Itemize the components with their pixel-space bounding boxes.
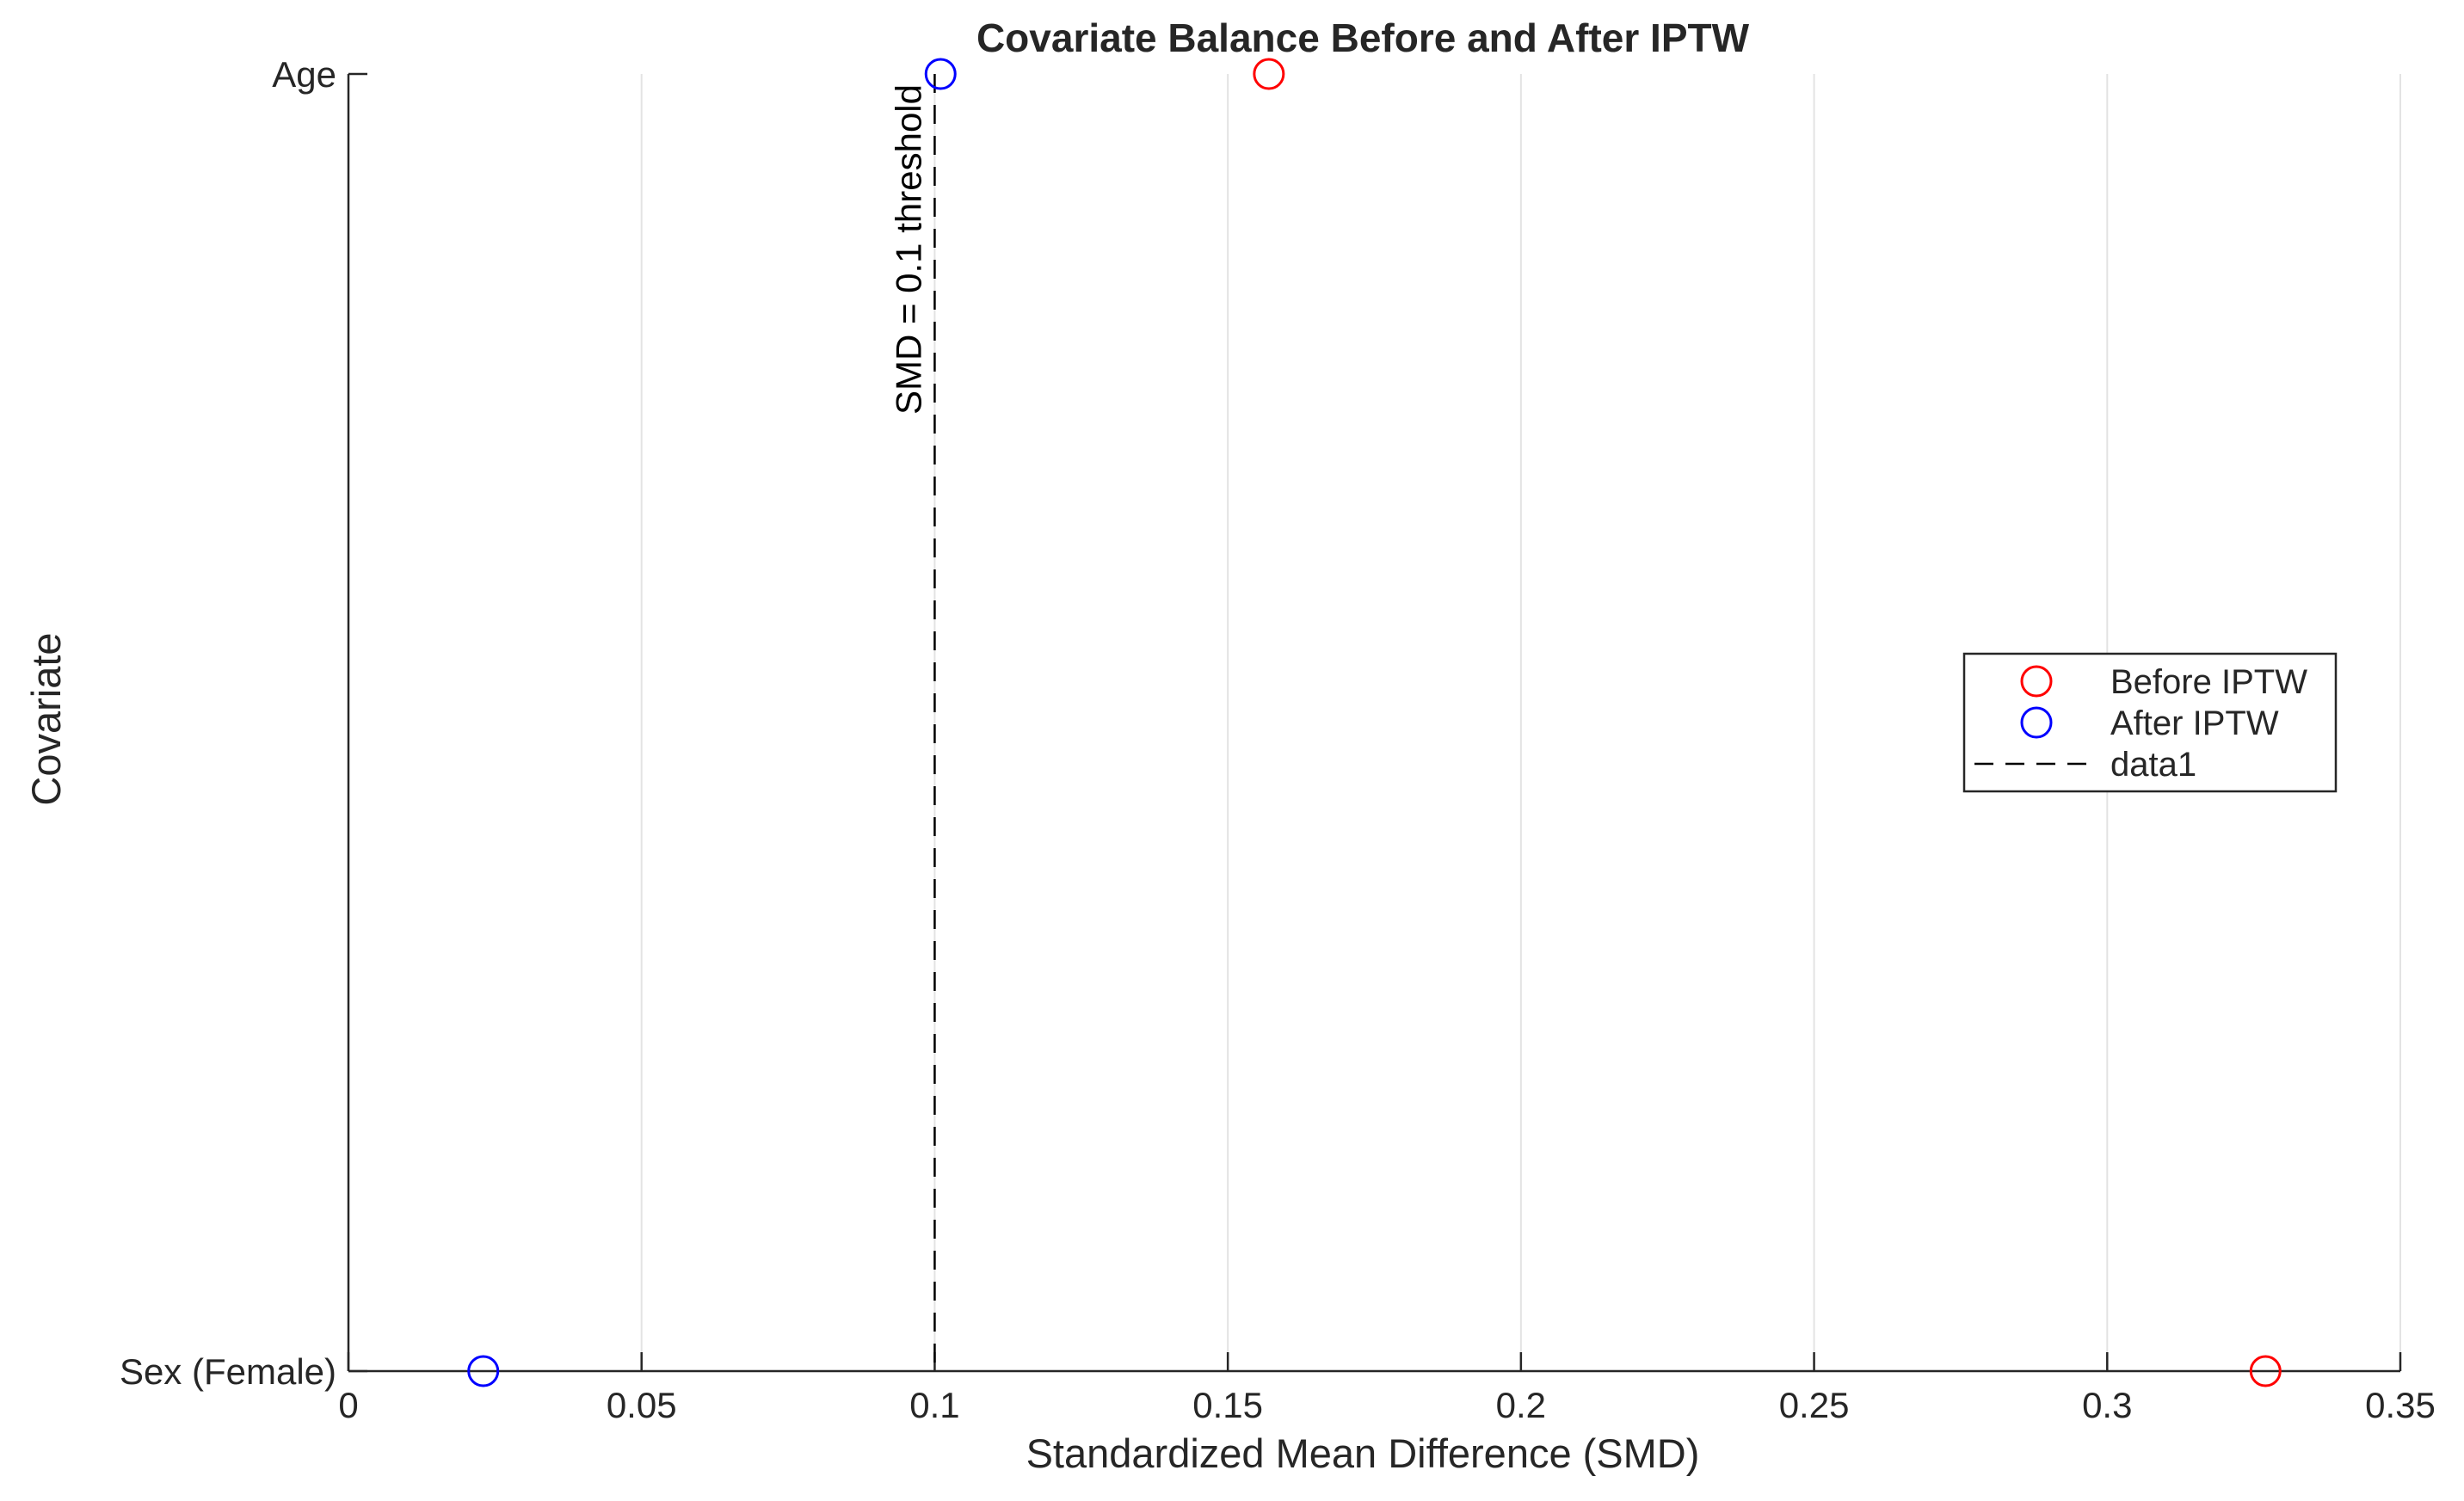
data-point-before-iptw [1253, 58, 1285, 90]
x-tick-label: 0.25 [1779, 1385, 1850, 1425]
data-point-before-iptw [2249, 1355, 2282, 1387]
x-tick-label: 0 [338, 1385, 358, 1425]
data-point-after-iptw [467, 1355, 500, 1387]
chart-title: Covariate Balance Before and After IPTW [976, 15, 1750, 60]
legend-marker-after-iptw [2020, 706, 2053, 739]
legend-label-after-iptw: After IPTW [2110, 704, 2279, 742]
points-layer [467, 58, 2282, 1387]
x-tick-label: 0.35 [2365, 1385, 2436, 1425]
x-tick-label: 0.1 [909, 1385, 959, 1425]
axes-layer: 0 0.05 0.1 0.15 0.2 0.25 0.3 0.35 Sex (Female) Ag… [120, 54, 2436, 1425]
threshold-annotation: SMD = 0.1 threshold [888, 84, 928, 415]
x-axis-label: Standardized Mean Difference (SMD) [1026, 1430, 1700, 1476]
legend-marker-before-iptw [2020, 665, 2053, 698]
x-tick-label: 0.3 [2082, 1385, 2132, 1425]
y-tick-label: Sex (Female) [120, 1351, 336, 1392]
y-axis-label: Covariate [23, 632, 69, 805]
legend-label-before-iptw: Before IPTW [2110, 663, 2307, 701]
legend-box [1962, 652, 2338, 793]
y-tick-label: Age [272, 54, 336, 95]
x-tick-label: 0.05 [607, 1385, 677, 1425]
legend-label-data1: data1 [2110, 746, 2196, 784]
data-point-after-iptw [924, 58, 957, 90]
x-tick-label: 0.2 [1496, 1385, 1546, 1425]
x-tick-label: 0.15 [1192, 1385, 1263, 1425]
